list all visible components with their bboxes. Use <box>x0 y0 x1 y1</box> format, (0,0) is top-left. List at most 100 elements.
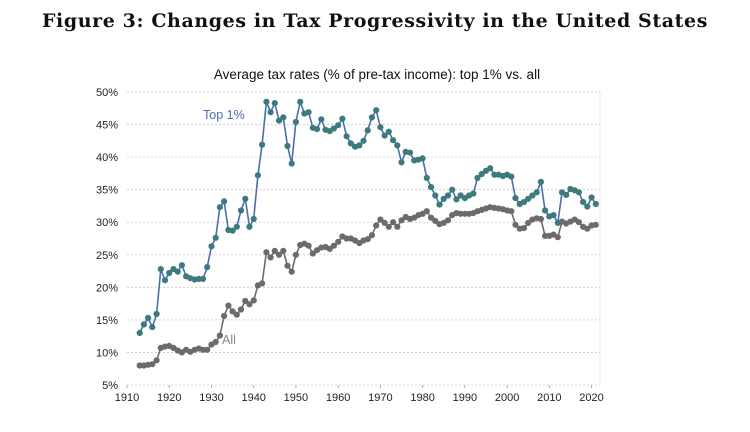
data-point-top-1-percent <box>237 207 245 214</box>
data-point-top-1-percent <box>318 116 325 123</box>
x-tick-label: 2000 <box>495 392 519 404</box>
data-point-all <box>584 225 591 232</box>
data-point-all <box>149 361 156 368</box>
data-point-top-1-percent <box>487 165 494 172</box>
data-point-top-1-percent <box>436 201 443 208</box>
data-point-top-1-percent <box>525 195 532 202</box>
data-point-top-1-percent <box>512 195 519 202</box>
data-point-top-1-percent <box>275 117 283 124</box>
y-tick-label: 25% <box>96 250 118 262</box>
x-tick-label: 1920 <box>157 392 181 404</box>
data-point-all <box>537 215 545 223</box>
data-point-all <box>364 236 371 243</box>
data-point-top-1-percent <box>554 219 561 226</box>
data-point-top-1-percent <box>592 200 599 208</box>
data-point-all <box>368 232 375 239</box>
data-point-top-1-percent <box>259 141 266 148</box>
data-point-all <box>233 311 240 318</box>
data-point-top-1-percent <box>149 324 156 331</box>
data-point-top-1-percent <box>373 107 380 114</box>
data-point-top-1-percent <box>288 160 295 167</box>
data-point-all <box>423 208 430 215</box>
x-tick-label: 1930 <box>199 392 223 404</box>
data-point-all <box>212 338 219 346</box>
data-point-top-1-percent <box>550 212 557 219</box>
y-tick-label: 5% <box>102 380 118 392</box>
data-point-all <box>428 214 435 221</box>
data-point-top-1-percent <box>199 275 207 282</box>
data-point-top-1-percent <box>385 128 392 135</box>
data-point-top-1-percent <box>233 223 240 230</box>
x-tick-label: 1960 <box>326 392 350 404</box>
data-point-all <box>271 247 278 254</box>
data-point-all <box>221 312 228 320</box>
data-point-top-1-percent <box>537 178 545 185</box>
data-point-top-1-percent <box>533 189 540 196</box>
data-point-all <box>309 250 316 257</box>
y-tick-label: 15% <box>96 315 118 327</box>
data-point-top-1-percent <box>440 195 447 202</box>
figure-title: Figure 3: Changes in Tax Progressivity i… <box>41 10 709 32</box>
data-point-top-1-percent <box>263 98 270 105</box>
data-point-top-1-percent <box>157 266 164 273</box>
x-tick-label: 2010 <box>537 392 561 404</box>
data-point-top-1-percent <box>575 189 583 196</box>
data-point-top-1-percent <box>398 159 405 166</box>
data-point-all <box>377 216 384 223</box>
data-point-top-1-percent <box>508 173 515 180</box>
data-point-all <box>284 262 291 269</box>
data-point-all <box>229 308 236 315</box>
x-tick-label: 1970 <box>368 392 392 404</box>
data-point-top-1-percent <box>330 125 337 132</box>
data-point-all <box>385 223 392 230</box>
series-all <box>136 204 599 369</box>
data-point-top-1-percent <box>136 329 143 336</box>
data-point-top-1-percent <box>178 262 185 269</box>
data-point-top-1-percent <box>221 198 228 205</box>
data-point-top-1-percent <box>246 223 253 230</box>
chart-title: Average tax rates (% of pre-tax income):… <box>214 67 540 82</box>
data-point-all <box>250 297 257 304</box>
data-point-all <box>525 219 532 226</box>
x-tick-label: 1950 <box>284 392 308 404</box>
data-point-top-1-percent <box>284 142 291 150</box>
data-point-all <box>326 245 333 252</box>
data-point-top-1-percent <box>347 140 354 147</box>
data-point-all <box>394 223 401 230</box>
data-point-top-1-percent <box>364 127 371 134</box>
series-top-1-percent <box>136 98 599 336</box>
data-point-top-1-percent <box>394 142 401 149</box>
data-point-all <box>390 219 397 226</box>
data-point-all <box>267 254 274 261</box>
data-point-all <box>398 217 405 224</box>
x-tick-label: 1940 <box>241 392 265 404</box>
data-point-top-1-percent <box>478 170 485 178</box>
y-tick-label: 30% <box>96 217 118 229</box>
data-point-top-1-percent <box>444 192 452 199</box>
y-tick-label: 50% <box>96 87 118 99</box>
data-point-all <box>554 234 561 241</box>
data-point-top-1-percent <box>140 321 147 328</box>
x-tick-label: 1910 <box>115 392 139 404</box>
x-axis-ticks: 1910 1920 1930 1940 1950 1960 1970 1980 1990 2000… <box>115 385 604 404</box>
label-top-1-percent: Top 1% <box>203 108 245 122</box>
data-point-top-1-percent <box>588 194 595 201</box>
data-point-all <box>508 208 515 215</box>
data-point-top-1-percent <box>360 137 367 144</box>
data-point-top-1-percent <box>161 277 169 284</box>
data-point-top-1-percent <box>470 190 477 197</box>
y-tick-label: 35% <box>96 185 118 197</box>
data-point-top-1-percent <box>216 204 223 211</box>
y-tick-label: 45% <box>96 120 118 132</box>
data-point-all <box>373 222 380 229</box>
data-point-top-1-percent <box>267 109 274 116</box>
data-point-all <box>259 280 266 287</box>
data-point-top-1-percent <box>339 115 346 122</box>
data-point-top-1-percent <box>305 109 312 116</box>
data-point-top-1-percent <box>432 192 439 199</box>
x-tick-label: 1990 <box>453 392 477 404</box>
data-point-all <box>216 332 223 339</box>
data-point-all <box>305 242 312 249</box>
data-point-top-1-percent <box>423 174 430 181</box>
